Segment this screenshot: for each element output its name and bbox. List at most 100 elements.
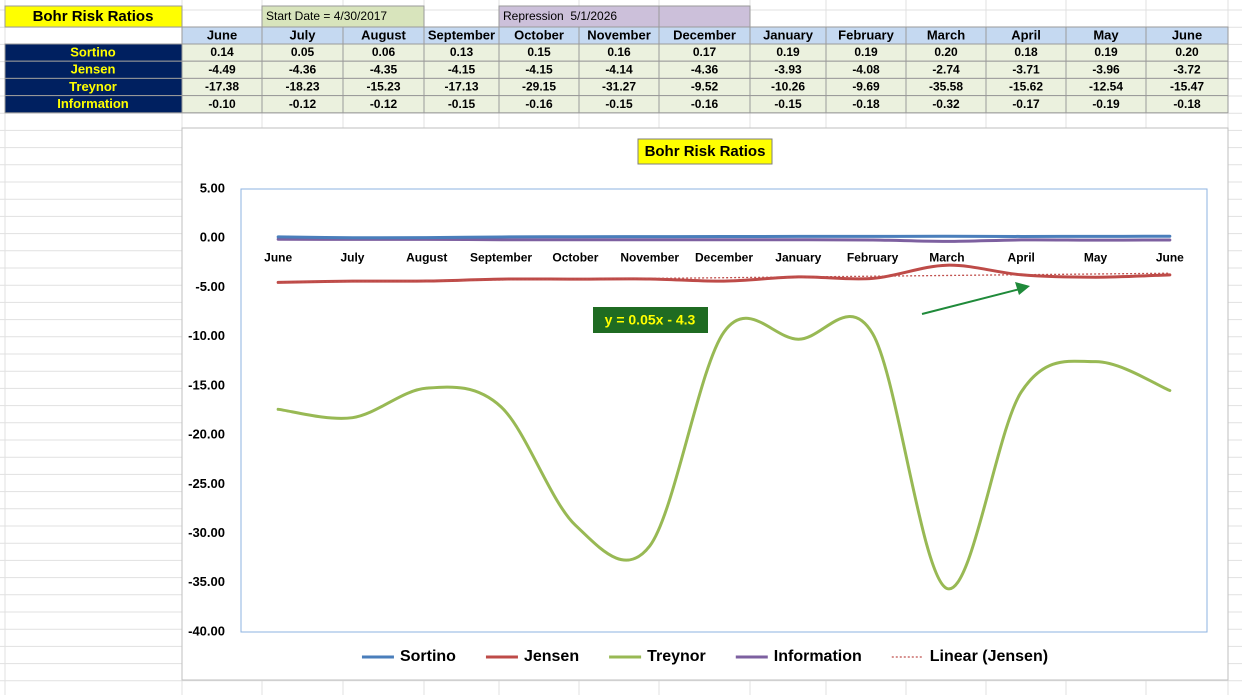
- cell-value: -3.93: [774, 62, 802, 76]
- series-line: [276, 234, 1172, 240]
- cell-value: -0.19: [1092, 97, 1120, 111]
- cell-value: -0.18: [852, 97, 880, 111]
- chart-area: [181, 127, 1229, 681]
- trendline-equation: y = 0.05x - 4.3: [605, 312, 696, 328]
- cell-value: -9.69: [852, 80, 880, 94]
- cell-value: -0.16: [691, 97, 719, 111]
- cell-value: -0.16: [525, 97, 553, 111]
- y-tick-label: -20.00: [188, 427, 225, 442]
- column-header: June: [207, 27, 237, 42]
- column-header: November: [587, 27, 651, 42]
- x-tick-label: February: [847, 250, 899, 264]
- cell-value: 0.13: [450, 45, 474, 59]
- cell-value: -18.23: [285, 80, 319, 94]
- y-tick-label: -10.00: [188, 328, 225, 343]
- column-header: February: [838, 27, 894, 42]
- cell-value: -4.15: [448, 62, 476, 76]
- start-date: Start Date = 4/30/2017: [266, 9, 387, 23]
- cell-value: -4.49: [208, 62, 236, 76]
- cell-value: -15.23: [366, 80, 400, 94]
- legend-label: Jensen: [524, 648, 579, 665]
- equation-box: [593, 307, 708, 333]
- x-tick-label: October: [552, 250, 598, 264]
- column-header: January: [763, 27, 814, 42]
- cell-value: 0.19: [776, 45, 800, 59]
- cell-value: -4.08: [852, 62, 880, 76]
- column-header: May: [1093, 27, 1119, 42]
- cell-value: -0.17: [1012, 97, 1040, 111]
- legend: Sortino Jensen Treynor Information Linear (J…: [361, 648, 1048, 665]
- x-tick-label: June: [1156, 250, 1184, 264]
- cell-value: -15.62: [1009, 80, 1043, 94]
- legend-label: Treynor: [647, 648, 706, 665]
- x-tick-label: April: [1008, 250, 1035, 264]
- cell-value: -0.10: [208, 97, 236, 111]
- cell-value: -29.15: [522, 80, 556, 94]
- column-header: March: [927, 27, 965, 42]
- row-label: Treynor: [69, 79, 117, 94]
- cell-value: -12.54: [1089, 80, 1123, 94]
- repression-date: Repression 5/1/2026: [503, 9, 617, 23]
- ratio-table: June July August September October November De…: [4, 26, 1229, 114]
- x-tick-label: November: [620, 250, 679, 264]
- cell-value: -2.74: [932, 62, 960, 76]
- cell-value: -0.18: [1173, 97, 1201, 111]
- cell-value: -4.36: [691, 62, 719, 76]
- x-tick-label: January: [775, 250, 821, 264]
- column-header: October: [514, 27, 564, 42]
- row-label: Sortino: [70, 44, 116, 59]
- cell-value: -10.26: [771, 80, 805, 94]
- row-label: Jensen: [71, 62, 116, 77]
- cell-value: 0.18: [1014, 45, 1038, 59]
- y-tick-label: -15.00: [188, 377, 225, 392]
- cell-value: 0.16: [607, 45, 631, 59]
- title-cell: [4, 5, 183, 28]
- cell-value: -0.15: [448, 97, 476, 111]
- x-tick-label: July: [340, 250, 364, 264]
- x-tick-label: June: [264, 250, 292, 264]
- cell-value: -0.15: [774, 97, 802, 111]
- y-tick-label: -25.00: [188, 476, 225, 491]
- cell-value: 0.14: [210, 45, 234, 59]
- plot: -40.00 -35.00 -30.00 -25.00 -20.00 -15.00 -10.…: [188, 180, 1184, 638]
- plot-area: [240, 188, 1208, 633]
- cell-value: 0.06: [372, 45, 396, 59]
- trendline: [278, 272, 1170, 283]
- x-tick-label: August: [406, 250, 447, 264]
- y-tick-label: -35.00: [188, 574, 225, 589]
- cell-value: -0.12: [370, 97, 398, 111]
- series-line: [276, 237, 1172, 243]
- cell-value: 0.19: [1094, 45, 1118, 59]
- y-tick-label: -5.00: [195, 279, 225, 294]
- cell-value: 0.19: [854, 45, 878, 59]
- row-label: Information: [57, 96, 129, 111]
- column-header: August: [361, 27, 406, 42]
- cell-value: -31.27: [602, 80, 636, 94]
- y-tick-label: 5.00: [200, 180, 225, 195]
- repression-cell-fill: [658, 5, 751, 28]
- cell-value: -4.35: [370, 62, 398, 76]
- cell-value: -17.13: [444, 80, 478, 94]
- x-tick-label: March: [929, 250, 964, 264]
- y-tick-label: -30.00: [188, 525, 225, 540]
- cell-value: -35.58: [929, 80, 963, 94]
- column-header: July: [289, 27, 316, 42]
- value-cell: [1145, 95, 1229, 114]
- cell-value: 0.20: [1175, 45, 1199, 59]
- cell-value: -4.14: [605, 62, 633, 76]
- cell-value: -0.12: [289, 97, 317, 111]
- y-tick-label: 0.00: [200, 230, 225, 245]
- cell-value: -3.71: [1012, 62, 1040, 76]
- cell-value: -4.15: [525, 62, 553, 76]
- column-header: April: [1011, 27, 1041, 42]
- y-tick-label: -40.00: [188, 623, 225, 638]
- cell-value: -0.15: [605, 97, 633, 111]
- arrow-head: [1015, 282, 1030, 295]
- cell-value: -15.47: [1170, 80, 1204, 94]
- x-tick-label: December: [695, 250, 753, 264]
- cell-value: -4.36: [289, 62, 317, 76]
- column-header: June: [1172, 27, 1202, 42]
- column-header: December: [673, 27, 736, 42]
